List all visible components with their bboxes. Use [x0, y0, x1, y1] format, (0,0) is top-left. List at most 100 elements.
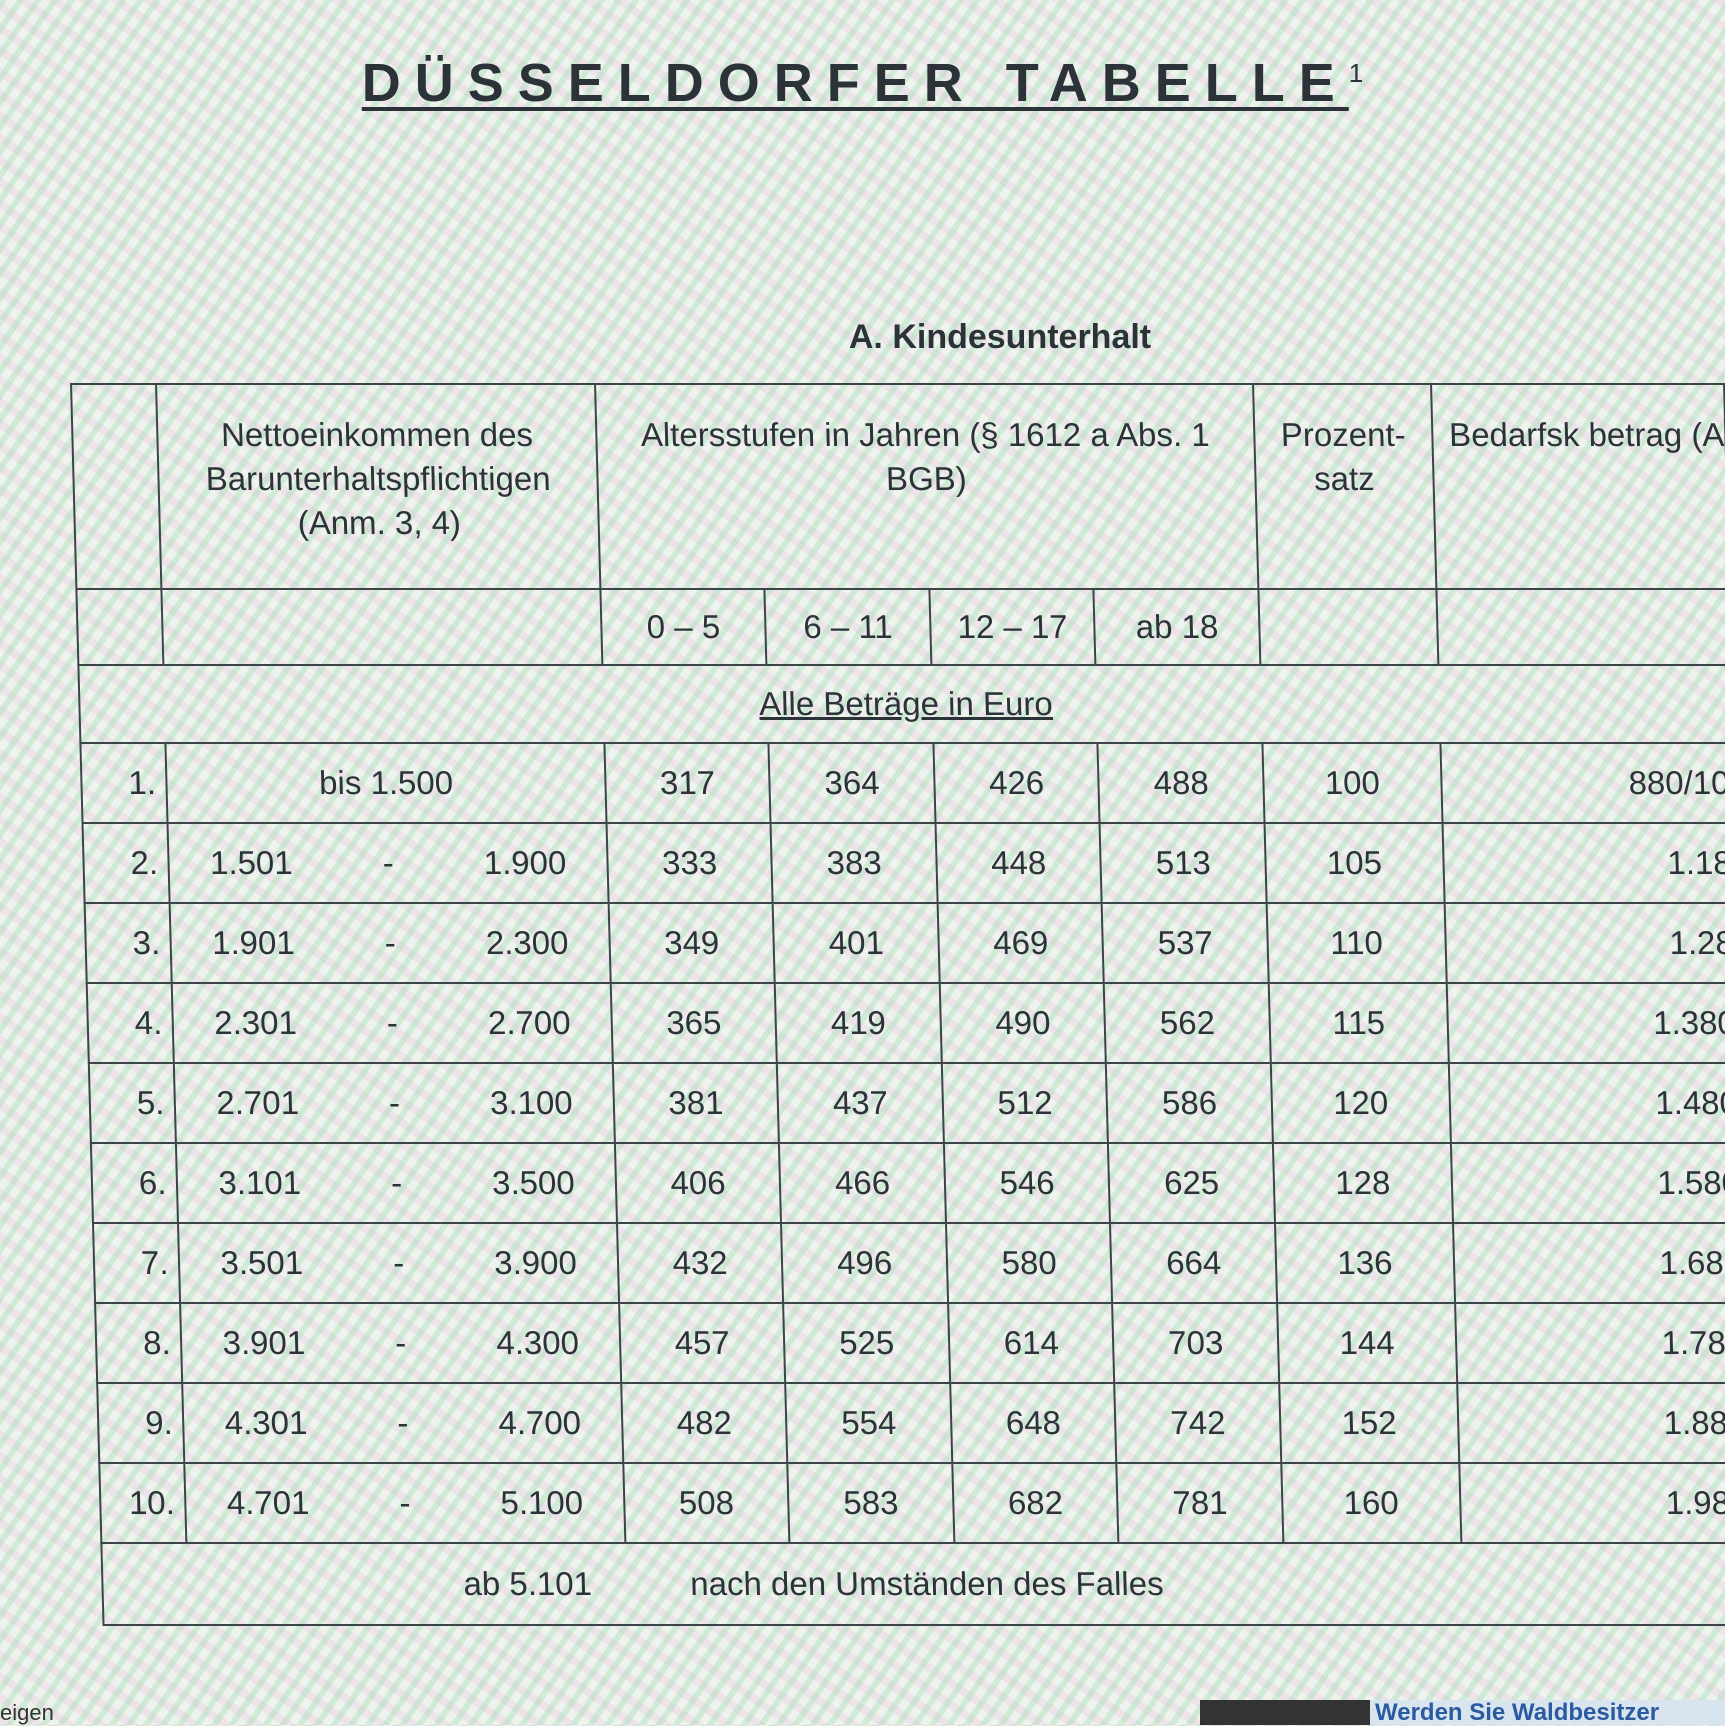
- amount-cell: 664: [1110, 1223, 1277, 1303]
- percent-cell: 120: [1270, 1063, 1451, 1143]
- amount-cell: 426: [933, 743, 1100, 823]
- row-number: 3.: [84, 903, 173, 983]
- income-to: 4.700: [497, 1404, 582, 1441]
- income-from: 2.301: [213, 1004, 298, 1041]
- amount-cell: 490: [939, 983, 1107, 1063]
- amount-cell: 496: [781, 1223, 948, 1303]
- amount-cell: 469: [937, 903, 1105, 983]
- income-from: 4.701: [226, 1484, 310, 1521]
- row-number: 10.: [99, 1463, 187, 1543]
- amount-cell: 537: [1101, 903, 1269, 983]
- table-row: 8. 3.901 - 4.300 457 525 614 703 144 1.780: [95, 1303, 1725, 1383]
- need-cell: 1.480: [1448, 1063, 1725, 1143]
- range-separator: -: [394, 1324, 407, 1361]
- row-number: 7.: [92, 1223, 181, 1303]
- currency-note: Alle Beträge in Euro: [78, 665, 1725, 743]
- header-age-groups: Altersstufen in Jahren (§ 1612 a Abs. 1 …: [594, 384, 1259, 589]
- income-to: 5.100: [500, 1484, 584, 1521]
- last-row-text: nach den Umständen des Falles: [689, 1565, 1165, 1602]
- age-row: 0 – 5 6 – 11 12 – 17 ab 18: [76, 589, 1725, 665]
- percent-cell: 160: [1281, 1463, 1462, 1543]
- table-row: 2. 1.501 - 1.900 333 383 448 513 105 1.18: [82, 823, 1725, 903]
- income-range: 4.701 - 5.100: [184, 1463, 626, 1543]
- ad-image: [1200, 1700, 1370, 1725]
- amount-cell: 381: [612, 1063, 780, 1143]
- amount-cell: 513: [1099, 823, 1267, 903]
- range-separator: -: [382, 844, 395, 881]
- income-from: 3.901: [222, 1324, 306, 1361]
- percent-cell: 110: [1266, 903, 1447, 983]
- row-number: 2.: [82, 823, 171, 903]
- age-18: ab 18: [1093, 589, 1261, 665]
- amount-cell: 349: [608, 903, 776, 983]
- amount-cell: 432: [616, 1223, 784, 1303]
- amount-cell: 512: [941, 1063, 1109, 1143]
- amount-cell: 562: [1104, 983, 1271, 1063]
- row-number: 8.: [95, 1303, 183, 1383]
- last-row: ab 5.101 nach den Umständen des Falles: [101, 1543, 1725, 1625]
- support-table: Nettoeinkommen des Barunterhaltspflichti…: [70, 383, 1725, 1626]
- amount-cell: 333: [606, 823, 773, 903]
- income-to: 3.900: [493, 1244, 578, 1281]
- income-from: 4.301: [224, 1404, 308, 1441]
- table-row: 1. bis 1.500 317 364 426 488 100 880/10: [80, 743, 1725, 823]
- amount-cell: 583: [787, 1463, 955, 1543]
- amount-cell: 625: [1108, 1143, 1275, 1223]
- table-row: 7. 3.501 - 3.900 432 496 580 664 136 1.680: [92, 1223, 1725, 1303]
- age-12-17: 12 – 17: [929, 589, 1096, 665]
- percent-cell: 152: [1279, 1383, 1460, 1463]
- row-number: 1.: [80, 743, 168, 823]
- income-from: 1.901: [211, 924, 296, 961]
- amount-cell: 586: [1106, 1063, 1273, 1143]
- income-range: 3.501 - 3.900: [178, 1223, 619, 1303]
- amount-cell: 317: [604, 743, 771, 823]
- amount-cell: 508: [623, 1463, 790, 1543]
- income-range: 3.101 - 3.500: [176, 1143, 617, 1223]
- income-from: 2.701: [215, 1084, 300, 1121]
- range-separator: -: [384, 924, 397, 961]
- range-separator: -: [386, 1004, 399, 1041]
- amount-cell: 525: [783, 1303, 951, 1383]
- amount-cell: 546: [943, 1143, 1111, 1223]
- amount-cell: 648: [950, 1383, 1117, 1463]
- table-row: 6. 3.101 - 3.500 406 466 546 625 128 1.580: [90, 1143, 1725, 1223]
- table-row: 4. 2.301 - 2.700 365 419 490 562 115 1.380: [86, 983, 1725, 1063]
- amount-cell: 406: [614, 1143, 782, 1223]
- need-cell: 880/10: [1440, 743, 1725, 823]
- income-range: 3.901 - 4.300: [180, 1303, 621, 1383]
- need-cell: 1.18: [1442, 823, 1725, 903]
- need-cell: 1.28: [1444, 903, 1725, 983]
- need-cell: 1.880: [1456, 1383, 1725, 1463]
- row-number: 9.: [97, 1383, 185, 1463]
- header-income: Nettoeinkommen des Barunterhaltspflichti…: [156, 384, 601, 589]
- amount-cell: 554: [785, 1383, 953, 1463]
- amount-cell: 682: [952, 1463, 1119, 1543]
- amount-cell: 614: [947, 1303, 1115, 1383]
- percent-cell: 100: [1262, 743, 1443, 823]
- percent-cell: 105: [1264, 823, 1445, 903]
- income-range: 1.501 - 1.900: [167, 823, 609, 903]
- percent-cell: 128: [1272, 1143, 1453, 1223]
- income-from: 3.501: [219, 1244, 304, 1281]
- amount-cell: 364: [768, 743, 936, 823]
- range-separator: -: [396, 1404, 409, 1441]
- amount-cell: 448: [935, 823, 1102, 903]
- range-separator: -: [390, 1164, 403, 1201]
- income-to: 1.900: [483, 844, 567, 881]
- amount-cell: 383: [770, 823, 938, 903]
- amount-cell: 365: [610, 983, 778, 1063]
- amount-cell: 401: [772, 903, 940, 983]
- age-0-5: 0 – 5: [600, 589, 767, 665]
- range-separator: -: [388, 1084, 401, 1121]
- amount-cell: 781: [1116, 1463, 1284, 1543]
- amount-cell: 466: [779, 1143, 946, 1223]
- amount-cell: 742: [1114, 1383, 1282, 1463]
- percent-cell: 144: [1276, 1303, 1457, 1383]
- need-cell: 1.580: [1450, 1143, 1725, 1223]
- header-need: Bedarfsk betrag (A: [1430, 384, 1725, 589]
- taskbar-text: eigen: [0, 1700, 54, 1725]
- section-heading: A. Kindesunterhalt: [848, 318, 1152, 356]
- income-range: bis 1.500: [165, 743, 607, 823]
- income-from: 3.101: [217, 1164, 302, 1201]
- last-row-income: ab 5.101: [462, 1565, 593, 1602]
